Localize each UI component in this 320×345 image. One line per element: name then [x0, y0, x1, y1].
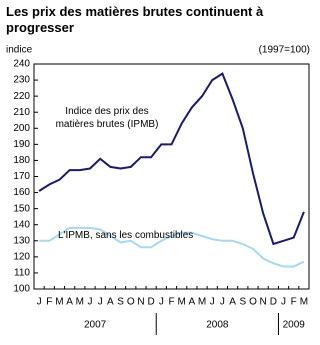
x-tick-label: M — [178, 297, 186, 308]
year-label: 2007 — [84, 320, 107, 331]
y-tick-label: 120 — [13, 251, 30, 262]
y-tick-label: 220 — [13, 91, 30, 102]
series-line — [39, 226, 305, 268]
x-tick-label: J — [98, 297, 103, 308]
x-tick-label: M — [55, 297, 63, 308]
x-tick-label: J — [220, 297, 225, 308]
y-axis-label: indice — [6, 45, 33, 56]
y-tick-label: 190 — [13, 139, 30, 150]
x-tick-label: S — [117, 297, 124, 308]
x-tick-label: F — [291, 297, 297, 308]
y-tick-label: 230 — [13, 75, 30, 86]
x-tick-label: J — [281, 297, 286, 308]
annotation: Indice des prix des matières brutes (IPM… — [55, 106, 159, 130]
x-tick-label: J — [159, 297, 164, 308]
annotation: L'IPMB, sans les combustibles — [58, 230, 194, 241]
y-tick-label: 160 — [13, 187, 30, 198]
x-tick-label: J — [37, 297, 42, 308]
x-tick-label: O — [249, 297, 257, 308]
x-tick-label: N — [137, 297, 144, 308]
x-tick-label: A — [107, 297, 114, 308]
y-tick-label: 110 — [14, 268, 30, 279]
x-tick-label: S — [239, 297, 246, 308]
y-tick-label: 140 — [13, 219, 30, 230]
series-line — [38, 72, 305, 246]
x-tick-label: J — [210, 297, 215, 308]
x-tick-label: M — [198, 297, 206, 308]
x-tick-label: A — [189, 297, 196, 308]
y-tick-label: 170 — [13, 171, 30, 182]
chart-title: Les prix des matières brutes continuent … — [6, 4, 264, 35]
x-tick-label: D — [148, 297, 155, 308]
x-tick-label: M — [300, 297, 308, 308]
y-tick-label: 150 — [13, 203, 30, 214]
x-tick-label: J — [88, 297, 93, 308]
x-tick-label: D — [270, 297, 277, 308]
x-tick-label: N — [260, 297, 267, 308]
year-label: 2009 — [283, 320, 306, 331]
y-tick-label: 180 — [13, 155, 30, 166]
x-tick-label: F — [46, 297, 52, 308]
x-tick-label: O — [127, 297, 135, 308]
y-tick-label: 200 — [13, 123, 30, 134]
y-tick-label: 130 — [13, 235, 30, 246]
x-tick-label: M — [76, 297, 84, 308]
year-label: 2008 — [206, 320, 229, 331]
x-tick-label: A — [229, 297, 236, 308]
y-tick-label: 100 — [13, 284, 30, 295]
index-base: (1997=100) — [259, 45, 310, 56]
y-tick-label: 210 — [13, 107, 30, 118]
y-tick-label: 240 — [13, 59, 30, 70]
x-tick-label: A — [66, 297, 73, 308]
x-tick-label: F — [168, 297, 174, 308]
plot-frame — [33, 63, 310, 290]
